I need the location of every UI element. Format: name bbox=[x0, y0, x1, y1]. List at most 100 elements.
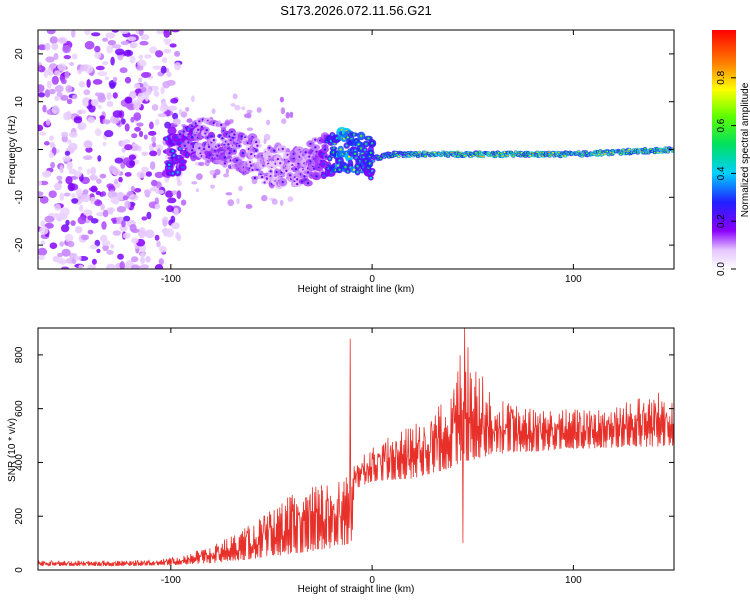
noise-blob bbox=[48, 190, 57, 198]
noise-blob bbox=[80, 234, 90, 241]
noise-blob bbox=[59, 207, 70, 217]
ridge-core bbox=[643, 147, 647, 150]
ridge-core bbox=[622, 149, 625, 151]
ridge-core bbox=[369, 151, 373, 154]
noise-blob bbox=[111, 44, 122, 49]
noise-blob bbox=[134, 188, 142, 193]
noise-blob bbox=[107, 190, 117, 199]
noise-blob bbox=[241, 106, 246, 111]
noise-blob bbox=[60, 94, 69, 101]
noise-blob bbox=[167, 197, 177, 204]
ridge-core bbox=[322, 174, 325, 177]
noise-blob bbox=[223, 173, 230, 178]
noise-blob bbox=[113, 178, 119, 185]
noise-blob bbox=[279, 199, 284, 206]
noise-blob bbox=[61, 131, 69, 138]
noise-blob bbox=[45, 119, 51, 126]
noise-blob bbox=[44, 215, 55, 223]
noise-blob bbox=[48, 88, 56, 95]
noise-blob bbox=[86, 79, 91, 88]
noise-blob bbox=[46, 80, 52, 89]
noise-blob bbox=[131, 237, 139, 244]
ridge-core bbox=[197, 128, 200, 131]
ridge-core bbox=[171, 149, 174, 153]
noise-blob bbox=[97, 71, 108, 77]
noise-blob bbox=[106, 45, 113, 54]
noise-blob bbox=[119, 261, 125, 269]
noise-blob bbox=[180, 111, 188, 118]
noise-blob bbox=[167, 126, 177, 135]
noise-blob bbox=[144, 92, 149, 102]
noise-blob bbox=[158, 258, 164, 266]
ridge-core bbox=[370, 169, 374, 173]
noise-blob bbox=[42, 104, 47, 113]
noise-blob bbox=[236, 198, 240, 205]
noise-blob bbox=[173, 207, 179, 216]
noise-blob bbox=[112, 219, 117, 224]
y-tick-label: 800 bbox=[14, 346, 25, 363]
noise-blob bbox=[109, 82, 116, 89]
noise-blob bbox=[281, 118, 287, 124]
noise-blob bbox=[110, 244, 115, 249]
x-tick-label: 100 bbox=[565, 575, 582, 586]
noise-blob bbox=[97, 104, 102, 109]
noise-blob bbox=[85, 147, 93, 153]
noise-blob bbox=[143, 81, 148, 88]
noise-blob bbox=[131, 133, 138, 139]
noise-blob bbox=[271, 198, 278, 205]
ridge-core bbox=[509, 151, 513, 154]
noise-blob bbox=[169, 43, 177, 48]
chart-title: S173.2026.072.11.56.G21 bbox=[280, 3, 432, 18]
noise-blob bbox=[141, 151, 149, 156]
ridge-core bbox=[356, 171, 359, 174]
ridge-core bbox=[238, 144, 241, 148]
noise-blob bbox=[129, 194, 139, 201]
noise-blob bbox=[129, 42, 138, 49]
noise-blob bbox=[62, 44, 71, 54]
noise-blob bbox=[101, 221, 107, 230]
noise-blob bbox=[156, 30, 165, 35]
noise-blob bbox=[44, 141, 50, 146]
x-tick-label: 0 bbox=[369, 274, 375, 285]
noise-blob bbox=[50, 161, 55, 169]
ridge-core bbox=[268, 146, 271, 150]
ridge-core bbox=[253, 176, 257, 180]
noise-blob bbox=[124, 144, 133, 151]
ridge-core bbox=[482, 155, 485, 158]
ridge-core bbox=[256, 144, 259, 147]
ridge-core bbox=[562, 153, 566, 155]
spectrogram-y-axis-label: Frequency (Hz) bbox=[7, 116, 18, 185]
noise-blob bbox=[227, 199, 234, 207]
noise-blob bbox=[159, 105, 168, 112]
noise-blob bbox=[136, 171, 147, 179]
noise-blob bbox=[138, 30, 144, 37]
noise-blob bbox=[139, 252, 146, 258]
noise-blob bbox=[69, 62, 75, 66]
ridge-core bbox=[235, 159, 239, 162]
noise-blob bbox=[140, 86, 147, 93]
noise-blob bbox=[64, 150, 71, 156]
ridge-core bbox=[345, 144, 348, 147]
noise-blob bbox=[172, 118, 181, 125]
ridge-core bbox=[220, 123, 223, 127]
ridge-core bbox=[296, 178, 299, 181]
noise-blob bbox=[99, 173, 107, 179]
noise-blob bbox=[198, 161, 205, 167]
noise-blob bbox=[71, 198, 79, 204]
noise-blob bbox=[246, 127, 254, 131]
ridge-core bbox=[494, 155, 497, 158]
noise-blob bbox=[152, 65, 162, 70]
ridge-core bbox=[186, 153, 189, 156]
noise-blob bbox=[285, 112, 290, 119]
ridge-core bbox=[168, 163, 171, 166]
ridge-core bbox=[536, 151, 539, 154]
spectrogram-marks bbox=[38, 30, 674, 269]
ridge-core bbox=[314, 138, 317, 141]
noise-blob bbox=[71, 193, 76, 199]
ridge-core bbox=[501, 155, 504, 157]
ridge-core bbox=[524, 155, 527, 158]
noise-blob bbox=[100, 234, 108, 242]
noise-blob bbox=[152, 142, 157, 148]
noise-blob bbox=[266, 119, 271, 126]
noise-blob bbox=[140, 256, 146, 264]
